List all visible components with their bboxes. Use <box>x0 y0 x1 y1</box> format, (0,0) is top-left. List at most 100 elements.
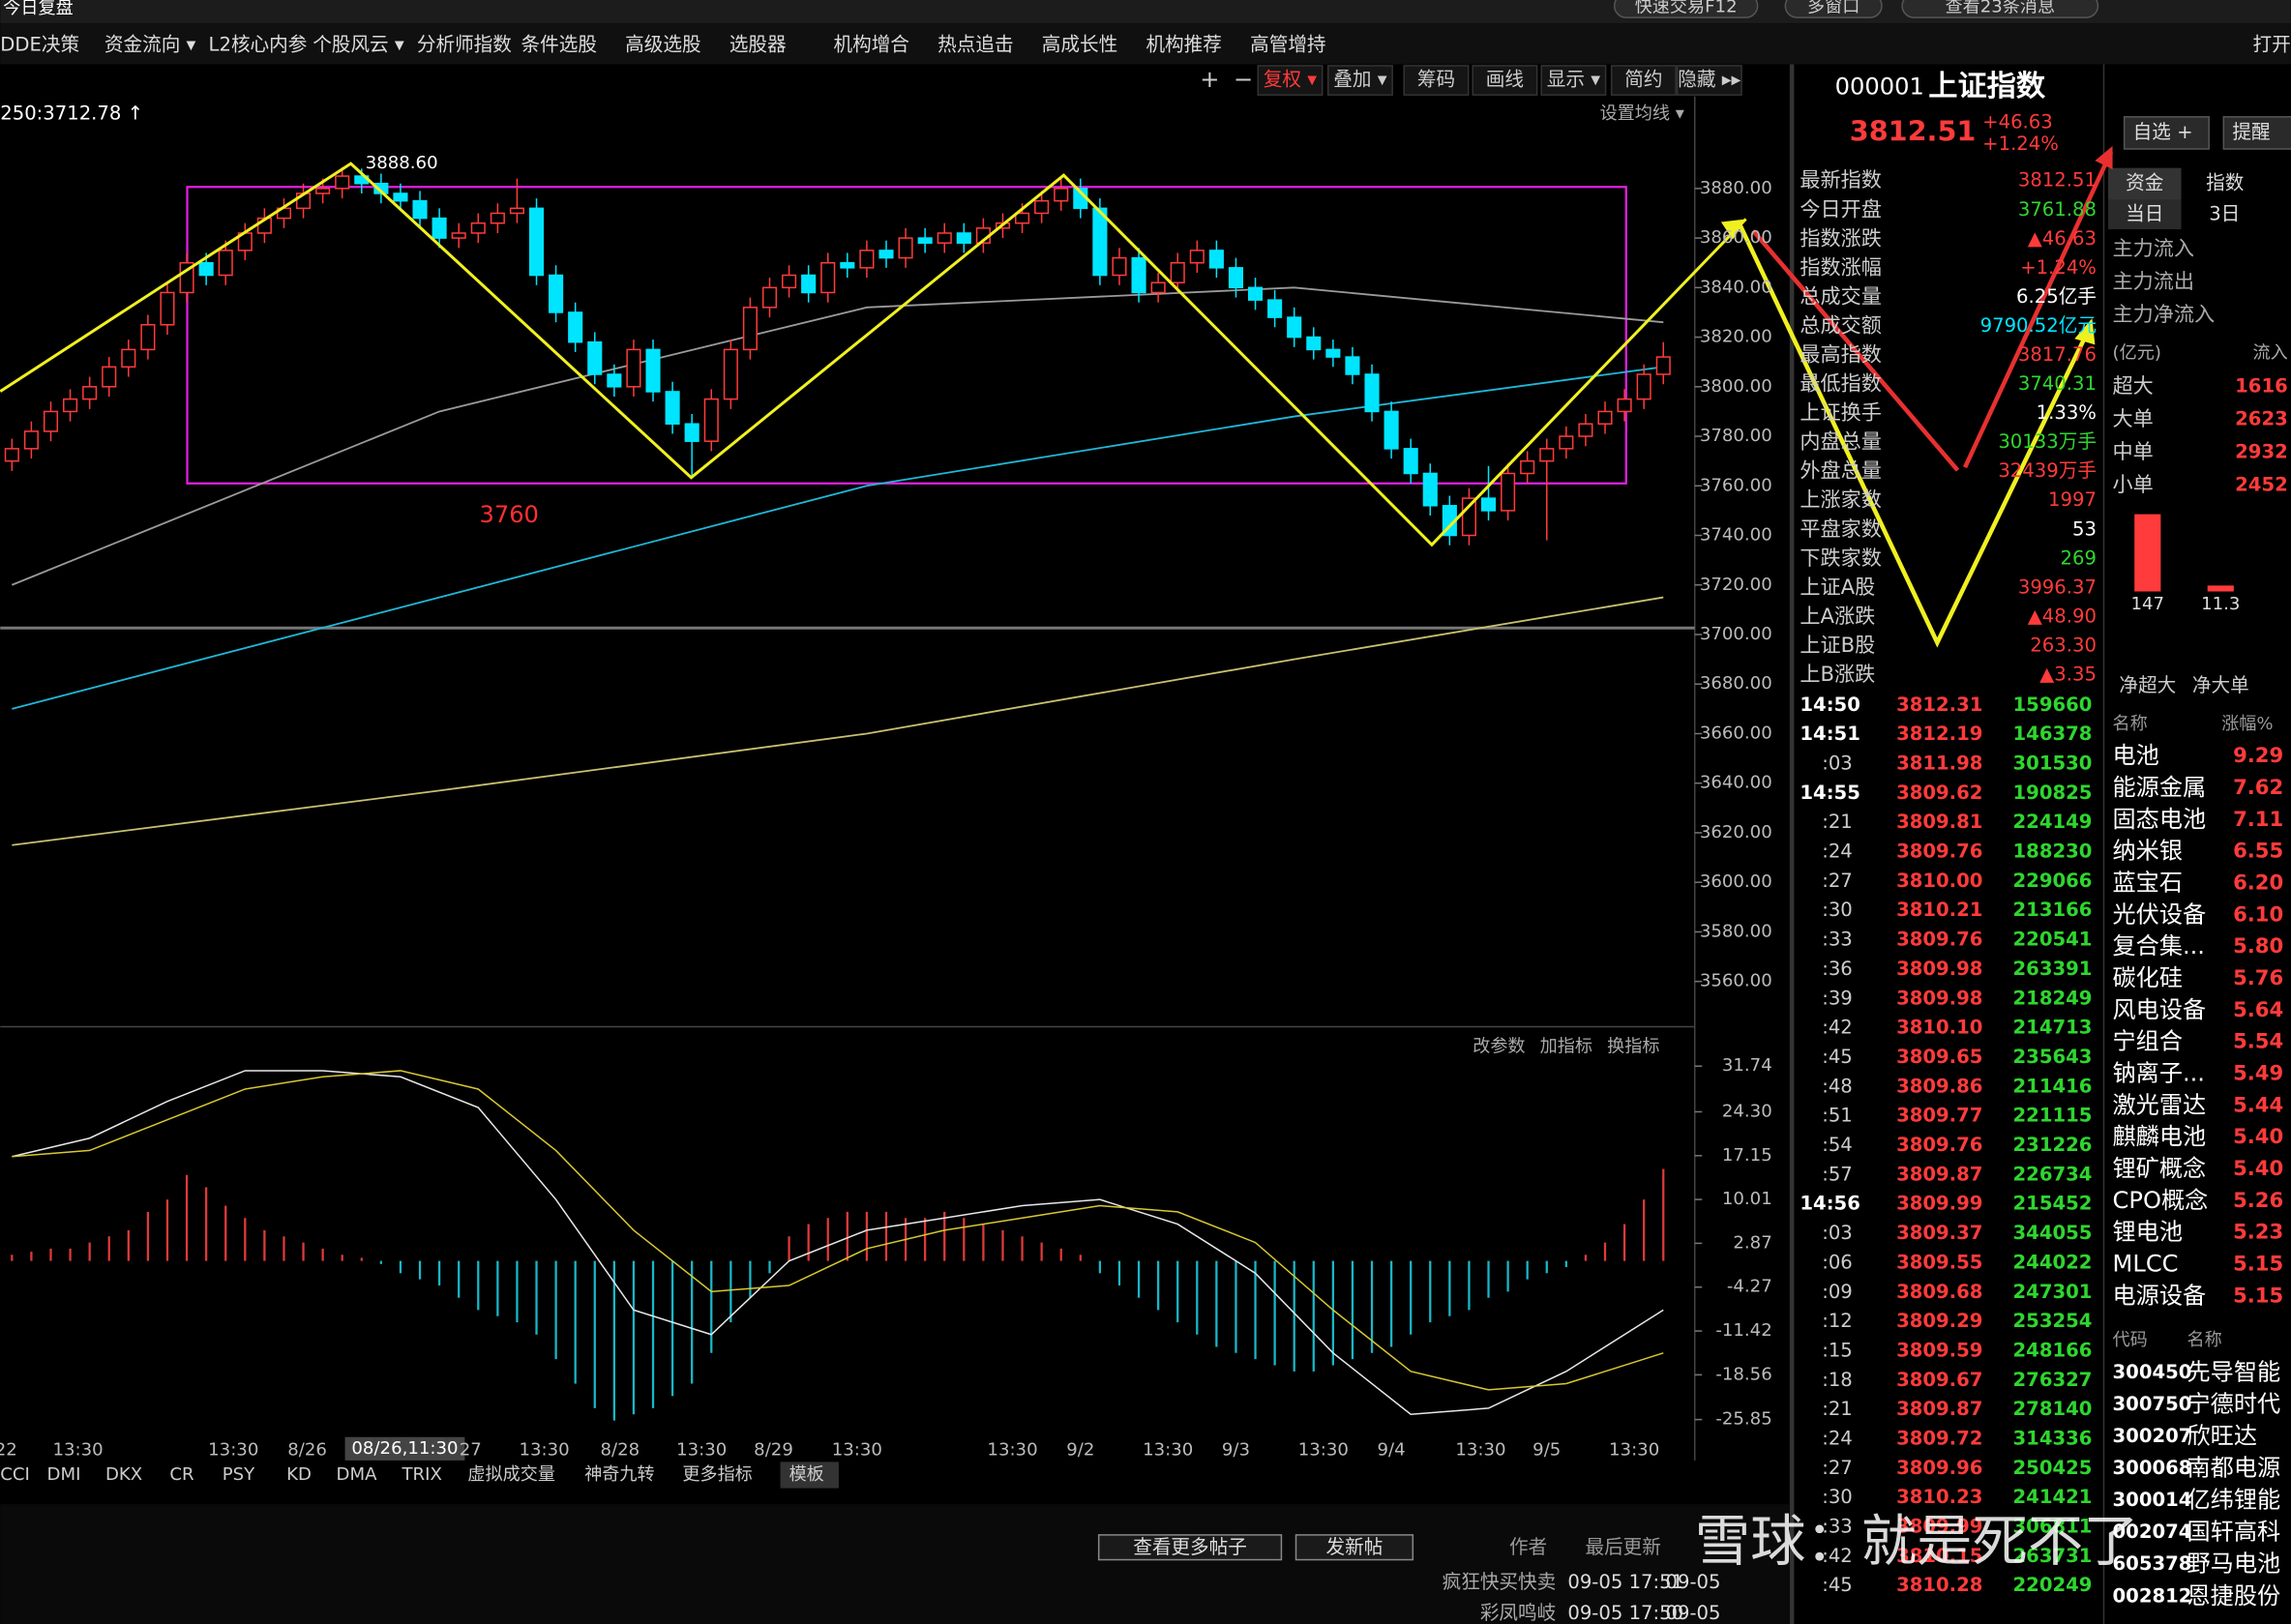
top-button-label[interactable]: 多窗口 <box>1807 0 1860 17</box>
sector-name[interactable]: 锂矿概念 <box>2113 1155 2207 1182</box>
toolbar-button[interactable] <box>1676 65 1742 96</box>
sector-name[interactable]: MLCC <box>2113 1251 2179 1278</box>
menu-item[interactable]: 条件选股 <box>521 33 597 55</box>
quote-button-label[interactable]: 自选 + <box>2133 121 2193 143</box>
sector-name[interactable]: 麒麟电池 <box>2113 1123 2207 1150</box>
fund-tab[interactable]: 资金 <box>2126 172 2164 194</box>
stock-name[interactable]: 南都电源 <box>2187 1454 2281 1481</box>
indicator-tab[interactable]: 神奇九转 <box>584 1464 654 1485</box>
sector-name[interactable]: 蓝宝石 <box>2113 869 2183 896</box>
indicator-tab[interactable]: 模板 <box>789 1464 824 1485</box>
toolbar-button[interactable] <box>1472 65 1538 96</box>
top-button-label[interactable]: 快速交易F12 <box>1635 0 1738 17</box>
quote-button[interactable] <box>2222 116 2291 150</box>
stock-code[interactable]: 605378 <box>2113 1552 2192 1575</box>
indicator-tab[interactable]: 更多指标 <box>682 1464 752 1485</box>
post-button[interactable] <box>1097 1534 1283 1561</box>
indicator-tab[interactable]: PSY <box>223 1464 255 1485</box>
sector-name[interactable]: 固态电池 <box>2113 806 2207 833</box>
toolbar-label[interactable]: 显示 ▾ <box>1547 69 1600 91</box>
sector-name[interactable]: CPO概念 <box>2113 1187 2209 1214</box>
indicator-tab[interactable]: DMA <box>337 1464 378 1485</box>
toolbar-button[interactable] <box>1257 65 1324 96</box>
top-button-label[interactable]: 查看23条消息 <box>1945 0 2055 17</box>
zoom-out-icon[interactable]: − <box>1234 66 1253 93</box>
menu-item[interactable]: 热点追击 <box>937 33 1013 55</box>
toolbar-label[interactable]: 复权 ▾ <box>1264 69 1317 91</box>
menu-item[interactable]: 机构增合 <box>833 33 908 55</box>
post-button[interactable] <box>1294 1534 1414 1561</box>
top-button[interactable] <box>1613 0 1759 18</box>
sector-name[interactable]: 宁组合 <box>2113 1028 2183 1055</box>
ma-setting[interactable]: 设置均线 ▾ <box>1600 103 1685 124</box>
menu-item[interactable]: 机构推荐 <box>1146 33 1221 55</box>
toolbar-label[interactable]: 叠加 ▾ <box>1333 69 1386 91</box>
fund-tab[interactable]: 指数 <box>2206 172 2245 194</box>
menu-item[interactable]: 分析师指数 <box>417 33 512 55</box>
sector-name[interactable]: 钠离子... <box>2113 1060 2205 1087</box>
fund-period[interactable]: 3日 <box>2209 202 2240 224</box>
menu-item[interactable]: 高成长性 <box>1042 33 1117 55</box>
quote-label: 上证换手 <box>1800 400 1882 425</box>
indicator-tab[interactable]: TRIX <box>401 1464 441 1485</box>
post-button-label[interactable]: 查看更多帖子 <box>1133 1536 1247 1558</box>
toolbar-button[interactable] <box>1326 65 1393 96</box>
menu-item[interactable]: 高级选股 <box>625 33 700 55</box>
stock-code[interactable]: 300014 <box>2113 1489 2192 1511</box>
stock-code[interactable]: 002812 <box>2113 1584 2192 1607</box>
indicator-tab[interactable]: 虚拟成交量 <box>467 1464 555 1485</box>
quote-button[interactable] <box>2123 116 2210 150</box>
indicator-button[interactable]: 改参数 <box>1473 1037 1525 1057</box>
stock-name[interactable]: 野马电池 <box>2187 1550 2281 1578</box>
menu-item[interactable]: L2核心内参 <box>209 33 308 55</box>
menu-item[interactable]: 选股器 <box>729 33 787 55</box>
toolbar-button[interactable] <box>1610 65 1677 96</box>
indicator-tab[interactable]: CCI <box>0 1464 30 1485</box>
menu-item[interactable]: 高管增持 <box>1250 33 1325 55</box>
sector-name[interactable]: 光伏设备 <box>2113 901 2207 928</box>
menu-item[interactable]: 资金流向 ▾ <box>104 33 196 55</box>
indicator-button[interactable]: 加指标 <box>1540 1037 1592 1057</box>
stock-code[interactable]: 300450 <box>2113 1361 2192 1383</box>
indicator-tab[interactable]: DMI <box>47 1464 81 1485</box>
sector-name[interactable]: 电池 <box>2113 742 2159 769</box>
stock-name[interactable]: 欣旺达 <box>2187 1422 2257 1449</box>
indicator-tab[interactable]: DKX <box>105 1464 142 1485</box>
sector-name[interactable]: 风电设备 <box>2113 996 2207 1023</box>
indicator-tab[interactable]: KD <box>286 1464 312 1485</box>
stock-name[interactable]: 宁德时代 <box>2187 1390 2281 1417</box>
toolbar-label[interactable]: 画线 <box>1486 69 1524 91</box>
stock-code[interactable]: 002074 <box>2113 1521 2192 1543</box>
toolbar-label[interactable]: 隐藏 ▸▸ <box>1678 69 1741 91</box>
post-button-label[interactable]: 发新帖 <box>1325 1536 1383 1558</box>
candle-body <box>1228 267 1244 289</box>
toolbar-label[interactable]: 筹码 <box>1417 69 1455 91</box>
stock-name[interactable]: 恩捷股份 <box>2187 1582 2281 1609</box>
menu-item[interactable]: 个股风云 ▾ <box>312 33 404 55</box>
stock-code[interactable]: 300750 <box>2113 1393 2192 1415</box>
toolbar-button[interactable] <box>1403 65 1470 96</box>
sector-name[interactable]: 能源金属 <box>2113 774 2207 801</box>
menu-item[interactable]: 打开 <box>2253 33 2291 55</box>
indicator-button[interactable]: 换指标 <box>1607 1037 1659 1057</box>
fund-period[interactable]: 当日 <box>2126 202 2163 224</box>
sector-name[interactable]: 锂电池 <box>2113 1219 2183 1246</box>
sector-name[interactable]: 碳化硅 <box>2113 964 2183 991</box>
stock-name[interactable]: 国轩高科 <box>2187 1519 2281 1546</box>
stock-name[interactable]: 先导智能 <box>2187 1358 2281 1385</box>
indicator-tab[interactable]: CR <box>169 1464 194 1485</box>
sector-name[interactable]: 电源设备 <box>2113 1282 2207 1309</box>
menu-item[interactable]: DDE决策 <box>0 33 79 55</box>
sector-name[interactable]: 复合集... <box>2113 932 2205 960</box>
stock-code[interactable]: 300068 <box>2113 1457 2192 1479</box>
sector-name[interactable]: 纳米银 <box>2113 838 2183 865</box>
stock-name[interactable]: 亿纬锂能 <box>2187 1487 2281 1514</box>
sector-name[interactable]: 激光雷达 <box>2113 1091 2207 1118</box>
stock-code[interactable]: 300207 <box>2113 1425 2192 1447</box>
toolbar-button[interactable] <box>1540 65 1607 96</box>
toolbar-label[interactable]: 简约 <box>1624 69 1662 91</box>
top-button[interactable] <box>1901 0 2099 18</box>
quote-button-label[interactable]: 提醒 <box>2232 121 2270 143</box>
zoom-in-icon[interactable]: + <box>1200 66 1219 93</box>
top-button[interactable] <box>1784 0 1883 18</box>
